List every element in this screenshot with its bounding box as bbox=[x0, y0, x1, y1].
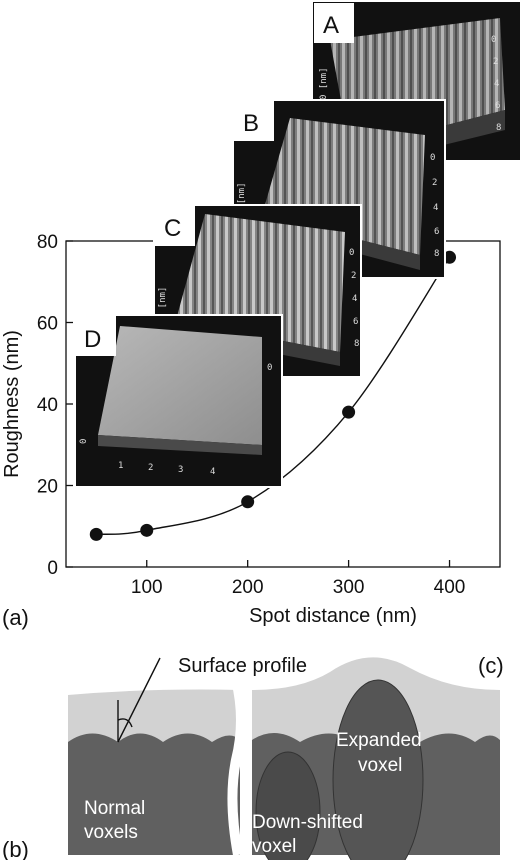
inset-d-axis-numbers: 0 1 2 3 4 bbox=[118, 363, 272, 477]
data-point bbox=[241, 495, 255, 509]
inset-d-tick: 1 bbox=[118, 461, 123, 471]
voxel-diagram: Surface profile (c) (b) Normal voxels Do… bbox=[2, 653, 504, 860]
inset-c-label-box bbox=[155, 206, 195, 246]
data-point bbox=[342, 405, 356, 419]
data-point bbox=[140, 523, 154, 537]
angle-line-slant bbox=[117, 657, 161, 743]
inset-a-tick: 2 bbox=[493, 57, 498, 67]
x-tick-label: 200 bbox=[232, 577, 264, 598]
inset-d-tick: 4 bbox=[210, 467, 215, 477]
x-axis-label: Spot distance (nm) bbox=[249, 605, 417, 627]
gap-line bbox=[227, 678, 246, 856]
inset-a-axis-numbers: 0 2 4 6 8 0 [nm] bbox=[319, 35, 501, 133]
y-tick-label: 20 bbox=[37, 477, 58, 498]
inset-d-tick: 2 bbox=[148, 463, 153, 473]
inset-a-label-box bbox=[314, 3, 354, 43]
inset-d-surface bbox=[98, 326, 262, 445]
inset-d-label: D bbox=[84, 326, 101, 353]
inset-c-label: C bbox=[164, 215, 181, 242]
inset-d-unit: 0 bbox=[79, 439, 89, 444]
normal-voxels-label: Normal bbox=[84, 798, 145, 819]
inset-a-tick: 4 bbox=[494, 79, 499, 89]
inset-b-tick: 0 bbox=[430, 153, 435, 163]
data-point bbox=[443, 250, 457, 264]
inset-c-tick: 0 bbox=[349, 248, 354, 258]
y-tick-label: 60 bbox=[37, 314, 58, 335]
panel-label-c: (c) bbox=[478, 653, 504, 678]
expanded-voxel-label: Expanded bbox=[336, 730, 422, 751]
inset-d-base bbox=[98, 435, 262, 455]
normal-voxels bbox=[68, 733, 240, 855]
inset-b-label: B bbox=[243, 110, 259, 137]
inset-d: 0 1 2 3 4 0 D bbox=[74, 314, 283, 488]
inset-a-tick: 6 bbox=[495, 101, 500, 111]
x-tick-label: 400 bbox=[434, 577, 466, 598]
inset-b-tick: 8 bbox=[434, 249, 439, 259]
inset-a-tick: 0 bbox=[491, 35, 496, 45]
data-point bbox=[89, 527, 103, 541]
down-shifted-voxel bbox=[255, 751, 321, 860]
panel-label-b: (b) bbox=[2, 837, 29, 860]
inset-b-label-box bbox=[234, 101, 274, 141]
inset-d-tick: 3 bbox=[178, 465, 183, 475]
inset-c-unit: 100 [nm] bbox=[158, 287, 168, 330]
angle-arc bbox=[117, 718, 133, 728]
inset-c-tick: 6 bbox=[353, 317, 358, 327]
inset-b-tick: 6 bbox=[434, 227, 439, 237]
x-tick-label: 100 bbox=[131, 577, 163, 598]
x-axis-ticks: 100 200 300 400 bbox=[131, 560, 465, 598]
y-tick-label: 0 bbox=[47, 558, 58, 579]
inset-b-tick: 4 bbox=[433, 203, 438, 213]
y-tick-label: 80 bbox=[37, 232, 58, 253]
inset-b-unit: 0 [nm] bbox=[237, 182, 247, 215]
x-tick-label: 300 bbox=[333, 577, 365, 598]
expanded-voxel bbox=[332, 679, 424, 860]
inset-d-tick: 0 bbox=[267, 363, 272, 373]
inset-b-axis-numbers: 0 2 4 6 8 bbox=[430, 153, 439, 259]
panel-label-a: (a) bbox=[2, 605, 29, 630]
down-shifted-label: Down-shifted bbox=[252, 812, 363, 833]
y-axis-ticks: 0 20 40 60 80 bbox=[37, 232, 73, 579]
y-axis-label: Roughness (nm) bbox=[1, 330, 23, 478]
inset-a-tick: 8 bbox=[496, 123, 501, 133]
inset-d-label-box bbox=[76, 316, 116, 356]
surface-profile-label: Surface profile bbox=[178, 655, 307, 677]
angle-marker bbox=[117, 657, 161, 743]
y-tick-label: 40 bbox=[37, 395, 58, 416]
inset-c-tick: 2 bbox=[351, 271, 356, 281]
down-shifted-label: voxel bbox=[252, 836, 296, 857]
inset-a-unit: 0 [nm] bbox=[319, 67, 329, 100]
normal-voxels-label: voxels bbox=[84, 822, 138, 843]
inset-c-tick: 8 bbox=[354, 339, 359, 349]
inset-a-label-letter: A bbox=[323, 12, 339, 39]
inset-c-axis-numbers: 0 2 4 6 8 bbox=[349, 248, 359, 349]
inset-c-tick: 4 bbox=[352, 294, 357, 304]
data-points bbox=[89, 250, 457, 541]
inset-b-tick: 2 bbox=[432, 178, 437, 188]
expanded-voxel-label: voxel bbox=[358, 755, 402, 776]
